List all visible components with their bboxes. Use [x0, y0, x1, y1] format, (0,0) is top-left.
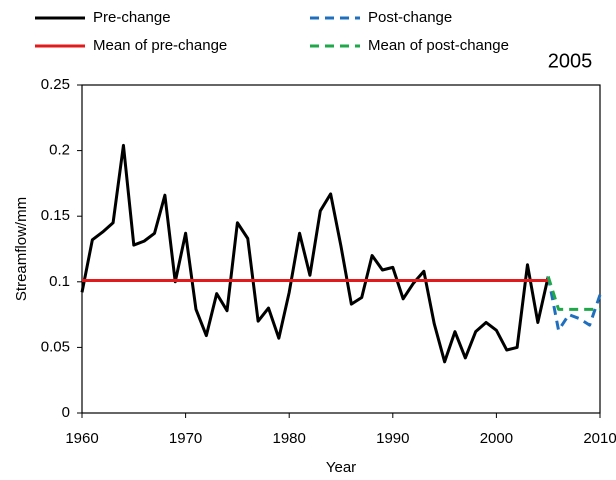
x-tick-label: 1990 [376, 430, 409, 447]
y-tick-label: 0 [62, 404, 70, 421]
series-line [80, 143, 550, 364]
x-tick-label: 1960 [65, 430, 98, 447]
y-tick-label: 0.1 [49, 273, 70, 290]
legend-label: Post-change [368, 9, 452, 26]
x-tick-label: 2010 [583, 430, 616, 447]
y-axis-label: Streamflow/mm [13, 197, 30, 301]
x-axis-label: Year [326, 459, 356, 476]
y-tick-label: 0.25 [41, 76, 70, 93]
legend-label: Mean of post-change [368, 37, 509, 54]
y-tick-label: 0.15 [41, 207, 70, 224]
legend-label: Pre-change [93, 9, 171, 26]
x-tick-label: 2000 [480, 430, 513, 447]
y-tick-label: 0.05 [41, 338, 70, 355]
plot-frame [81, 84, 601, 414]
series-line [546, 276, 602, 332]
y-tick-label: 0.2 [49, 142, 70, 159]
annotation: 2005 [548, 50, 593, 72]
series-line [546, 276, 600, 311]
x-tick-label: 1980 [273, 430, 306, 447]
x-tick-label: 1970 [169, 430, 202, 447]
legend-label: Mean of pre-change [93, 37, 227, 54]
